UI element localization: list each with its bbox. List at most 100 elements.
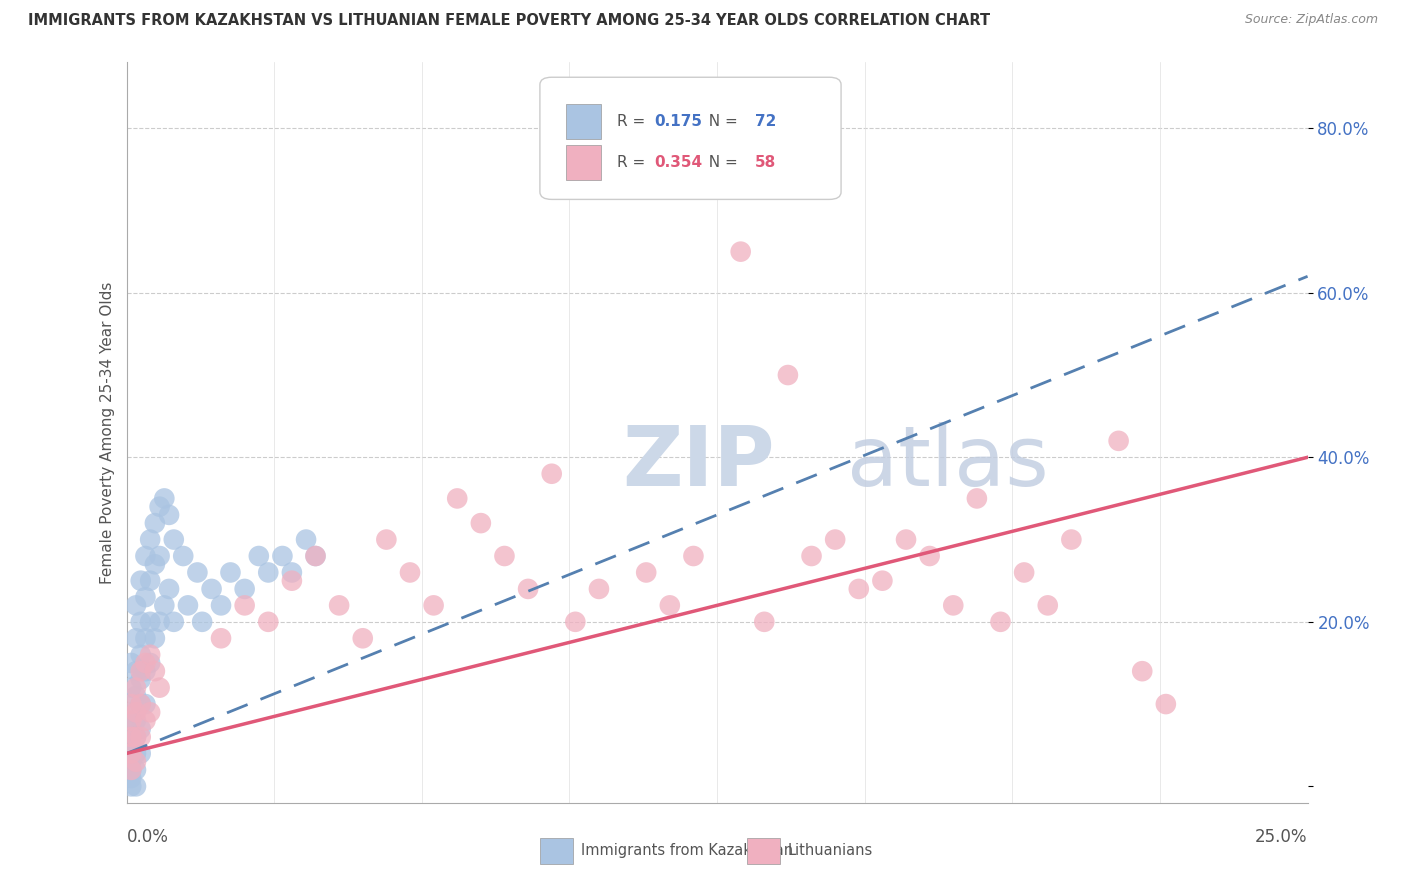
Point [125,763,148,777]
Point [942,599,965,613]
Point [470,516,492,530]
Y-axis label: Female Poverty Among 25-34 Year Olds: Female Poverty Among 25-34 Year Olds [100,282,115,583]
Point [134,714,156,728]
Point [682,549,704,563]
Point [517,582,540,596]
Text: 72: 72 [755,114,776,129]
Point [186,566,208,580]
Point [894,533,917,547]
Point [730,244,752,259]
Point [120,697,142,711]
Point [143,632,166,646]
Point [120,747,142,761]
Point [120,722,142,736]
Point [990,615,1012,629]
Text: R =: R = [617,155,650,169]
Text: 25.0%: 25.0% [1256,828,1308,846]
Point [257,615,280,629]
Point [134,697,156,711]
Bar [565,103,602,139]
Bar [747,838,780,864]
Point [143,664,166,678]
Text: Lithuanians: Lithuanians [787,844,873,858]
Point [120,730,142,744]
Point [139,648,162,662]
Point [120,763,142,777]
Point [564,615,586,629]
Point [219,566,242,580]
Point [281,566,304,580]
Point [191,615,214,629]
Point [848,582,870,596]
Point [125,664,148,678]
Point [134,656,156,670]
Point [800,549,823,563]
Text: R =: R = [617,114,650,129]
Point [304,549,326,563]
Point [129,615,152,629]
Text: IMMIGRANTS FROM KAZAKHSTAN VS LITHUANIAN FEMALE POVERTY AMONG 25-34 YEAR OLDS CO: IMMIGRANTS FROM KAZAKHSTAN VS LITHUANIAN… [28,13,990,29]
Point [125,730,148,744]
Point [125,689,148,703]
Point [271,549,294,563]
Point [754,615,776,629]
Point [257,566,280,580]
Text: atlas: atlas [846,422,1049,503]
Point [636,566,658,580]
Point [120,780,142,794]
Point [120,763,142,777]
Text: 0.175: 0.175 [654,114,703,129]
Point [125,714,148,728]
Point [304,549,326,563]
Point [157,508,180,522]
Point [328,599,350,613]
Point [824,533,846,547]
Point [120,706,142,720]
Point [1036,599,1059,613]
Point [153,491,176,506]
Text: ZIP: ZIP [623,422,775,503]
Point [1060,533,1083,547]
Point [129,648,152,662]
Bar [565,145,602,180]
Point [422,599,444,613]
Point [120,755,142,769]
Text: 0.354: 0.354 [654,155,703,169]
Point [872,574,894,588]
Point [233,599,256,613]
Point [295,533,318,547]
Point [494,549,516,563]
Point [163,615,186,629]
Point [129,697,152,711]
Point [281,574,304,588]
Text: Source: ZipAtlas.com: Source: ZipAtlas.com [1244,13,1378,27]
Point [125,706,148,720]
Point [966,491,988,506]
Point [129,574,152,588]
Point [120,714,142,728]
Point [143,558,166,572]
Point [588,582,610,596]
Point [375,533,398,547]
Text: 58: 58 [755,155,776,169]
Point [120,681,142,695]
Point [129,697,152,711]
Point [134,664,156,678]
Point [200,582,222,596]
Point [125,747,148,761]
Point [134,590,156,604]
Point [129,664,152,678]
Point [209,599,232,613]
Point [1130,664,1153,678]
Text: 0.0%: 0.0% [127,828,169,846]
Text: N =: N = [699,114,742,129]
Point [125,780,148,794]
Point [776,368,799,382]
Point [209,632,232,646]
Point [1154,697,1177,711]
Point [129,673,152,687]
Point [125,730,148,744]
Point [918,549,941,563]
FancyBboxPatch shape [540,78,841,200]
Text: N =: N = [699,155,742,169]
